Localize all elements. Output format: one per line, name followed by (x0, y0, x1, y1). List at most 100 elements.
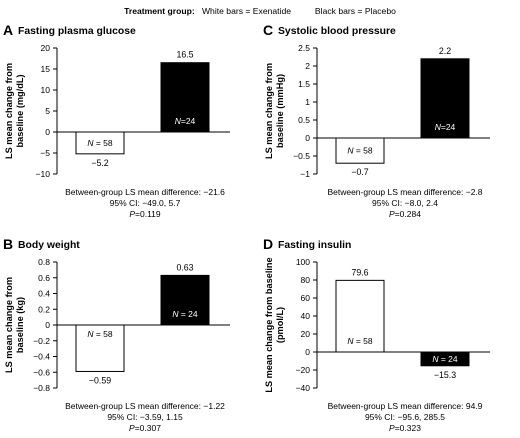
stats-p-value: P=0.284 (389, 209, 421, 219)
y-tick-label: 0 (305, 133, 310, 143)
y-tick-label: −0.5 (293, 151, 310, 161)
y-axis-title: LS mean change frombaseline (kg) (4, 277, 25, 373)
y-axis-title-line: baseline (kg) (15, 297, 25, 353)
bar-n-label: N = 58 (87, 329, 113, 339)
y-tick-label: 40 (301, 311, 311, 321)
y-tick-label: 60 (301, 293, 311, 303)
bar-exenatide (75, 131, 125, 155)
bar-n-label: N=24 (175, 116, 196, 126)
y-axis-title: LS mean change frombaseline (mmHg) (264, 63, 285, 159)
y-axis-title: LS mean change frombaseline (mg/dL) (4, 63, 25, 159)
y-tick-label: −5 (40, 148, 50, 158)
bar-value-label: −0.59 (89, 375, 111, 385)
stats-p-value: P=0.307 (129, 423, 161, 433)
y-axis-title-line: LS mean change from (4, 63, 14, 159)
chart-systolic-blood-pressure: C Systolic blood pressure LS mean change f… (263, 22, 490, 179)
y-tick-label: 0.6 (38, 273, 50, 283)
stats-ci: 95% CI: −49.0, 5.7 (109, 198, 181, 208)
chart-fasting-insulin: D Fasting insulin LS mean change from base… (263, 236, 490, 393)
stats-ci: 95% CI: −95.6, 285.5 (364, 412, 446, 422)
y-tick-label: 0.4 (38, 289, 50, 299)
bar-value-label: −15.3 (434, 370, 456, 380)
y-tick-label: 2 (305, 61, 310, 71)
bar-value-label: 0.63 (176, 262, 193, 272)
y-tick-label: 0.5 (298, 115, 310, 125)
y-tick-label: 0 (305, 347, 310, 357)
y-tick-label: −1 (300, 169, 310, 179)
stats-difference: Between-group LS mean difference: 94.9 (327, 401, 483, 411)
stats-ci: 95% CI: −8.0, 2.4 (372, 198, 438, 208)
y-axis-title-line: (pmol/L) (275, 307, 285, 343)
y-tick-label: 100 (296, 257, 310, 267)
treatment-legend: Treatment group: White bars = Exenatide … (0, 6, 520, 16)
y-tick-label: −0.2 (33, 336, 50, 346)
between-group-stats: Between-group LS mean difference: −2.8 95… (290, 187, 520, 220)
stats-p-value: P=0.119 (129, 209, 161, 219)
panel-letter: A (3, 22, 13, 38)
bar-value-label: 2.2 (439, 46, 451, 56)
panel-body-weight: B Body weight LS mean change frombaseline … (0, 228, 260, 438)
between-group-stats: Between-group LS mean difference: 94.9 95… (290, 401, 520, 434)
bar-placebo (420, 351, 470, 367)
bar-n-label: N = 58 (347, 146, 373, 156)
bar-n-label: N=24 (435, 122, 456, 132)
panel-letter: D (263, 236, 273, 252)
bar-n-label: N = 24 (172, 309, 198, 319)
bar-n-label: N = 58 (347, 336, 373, 346)
y-tick-label: 1 (305, 97, 310, 107)
y-axis-title: LS mean change from baseline(pmol/L) (264, 257, 285, 392)
between-group-stats: Between-group LS mean difference: −1.22 9… (30, 401, 260, 434)
y-axis-title-line: baseline (mg/dL) (15, 75, 25, 148)
y-tick-label: 10 (41, 85, 51, 95)
stats-ci: 95% CI: −3.59, 1.15 (107, 412, 183, 422)
between-group-stats: Between-group LS mean difference: −21.6 9… (30, 187, 260, 220)
panel-letter: B (3, 236, 13, 252)
y-tick-label: 0 (45, 127, 50, 137)
y-tick-label: −0.8 (33, 383, 50, 393)
stats-difference: Between-group LS mean difference: −1.22 (65, 401, 225, 411)
bar-placebo (160, 274, 210, 326)
bar-value-label: −0.7 (351, 167, 368, 177)
y-tick-label: 15 (41, 64, 51, 74)
bar-value-label: 79.6 (351, 267, 368, 277)
treatment-legend-black: Black bars = Placebo (314, 6, 396, 16)
panel-fasting-plasma-glucose: A Fasting plasma glucose LS mean change fr… (0, 14, 260, 224)
panel-title: Systolic blood pressure (278, 26, 396, 37)
panel-systolic-blood-pressure: C Systolic blood pressure LS mean change f… (260, 14, 520, 224)
y-tick-label: 0 (45, 320, 50, 330)
y-tick-label: 2.5 (298, 43, 310, 53)
bar-exenatide (75, 324, 125, 372)
bar-exenatide (335, 279, 385, 353)
chart-fasting-plasma-glucose: A Fasting plasma glucose LS mean change fr… (3, 22, 230, 179)
panel-title: Body weight (18, 240, 80, 251)
panel-title: Fasting plasma glucose (18, 26, 136, 37)
y-tick-label: −0.6 (33, 367, 50, 377)
bar-placebo (420, 58, 470, 139)
y-axis-title-line: LS mean change from (4, 277, 14, 373)
y-tick-label: −10 (36, 169, 51, 179)
chart-body-weight: B Body weight LS mean change frombaseline … (3, 236, 230, 393)
bar-placebo (160, 62, 210, 133)
stats-p-value: P=0.323 (389, 423, 421, 433)
panel-letter: C (263, 22, 273, 38)
bar-exenatide (335, 137, 385, 164)
y-tick-label: 80 (301, 275, 311, 285)
y-axis-title-line: LS mean change from (264, 63, 274, 159)
bar-value-label: 16.5 (176, 50, 193, 60)
stats-difference: Between-group LS mean difference: −2.8 (327, 187, 483, 197)
panel-fasting-insulin: D Fasting insulin LS mean change from base… (260, 228, 520, 438)
y-axis-title-line: baseline (mmHg) (275, 74, 285, 148)
y-tick-label: −40 (296, 383, 311, 393)
treatment-legend-white: White bars = Exenatide (201, 6, 292, 16)
y-tick-label: 20 (301, 329, 311, 339)
treatment-legend-heading: Treatment group: (124, 6, 195, 16)
y-tick-label: 0.2 (38, 304, 50, 314)
panel-title: Fasting insulin (278, 240, 351, 251)
y-tick-label: 20 (41, 43, 51, 53)
bar-n-label: N = 58 (87, 138, 113, 148)
y-tick-label: 5 (45, 106, 50, 116)
y-tick-label: 0.8 (38, 257, 50, 267)
stats-difference: Between-group LS mean difference: −21.6 (65, 187, 225, 197)
y-tick-label: −0.4 (33, 352, 50, 362)
y-axis-title-line: LS mean change from baseline (264, 257, 274, 392)
